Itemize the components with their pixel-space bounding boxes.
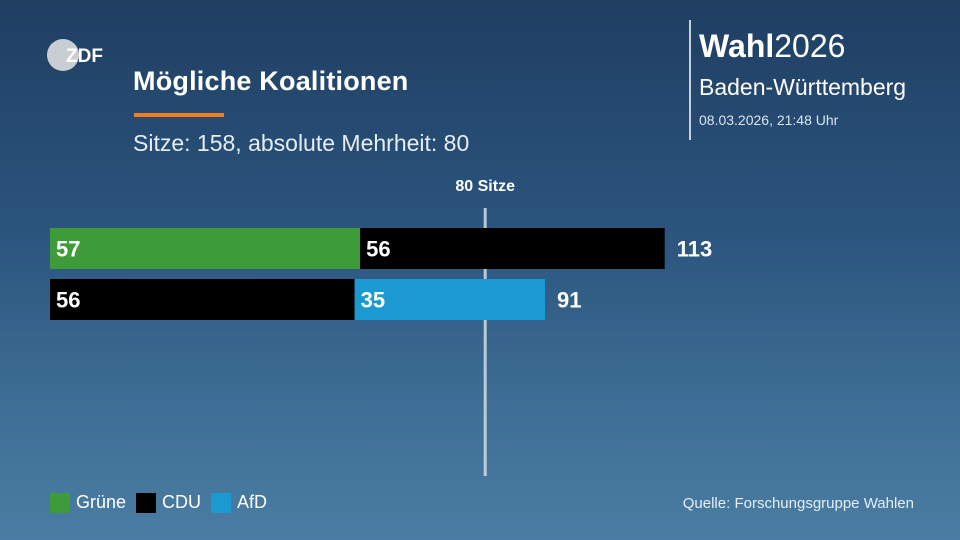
segment-value-label: 56	[366, 237, 390, 262]
majority-label: 80 Sitze	[455, 178, 515, 195]
legend-label: AfD	[237, 492, 268, 512]
chart-subtitle: Sitze: 158, absolute Mehrheit: 80	[133, 130, 470, 156]
election-title: Wahl2026	[699, 28, 845, 65]
legend-label: CDU	[162, 492, 202, 512]
election-region: Baden-Württemberg	[699, 74, 907, 100]
legend-swatch	[50, 492, 70, 513]
election-title-word: Wahl	[699, 28, 775, 64]
bar-segment-cdu	[360, 228, 665, 269]
bar-segment-cdu	[50, 279, 355, 320]
legend-item: Grüne	[50, 492, 126, 513]
legend-label: Grüne	[76, 492, 127, 512]
row-total-label: 91	[557, 288, 581, 313]
segment-value-label: 57	[56, 237, 80, 262]
legend-swatch	[211, 492, 232, 513]
bar-segment-gruene	[50, 228, 361, 269]
legend-item: CDU	[136, 492, 201, 513]
source-note: Quelle: Forschungsgruppe Wahlen	[682, 495, 914, 512]
zdf-logo: ZDF	[46, 38, 108, 72]
election-year: 2026	[774, 28, 846, 64]
legend-swatch	[136, 492, 157, 513]
header-divider	[689, 20, 691, 140]
title-underline	[134, 113, 224, 117]
row-total-label: 113	[677, 237, 713, 262]
svg-text:ZDF: ZDF	[66, 46, 103, 67]
legend-item: AfD	[211, 492, 267, 513]
chart-title: Mögliche Koalitionen	[133, 66, 409, 96]
chart-legend: Grüne CDU AfD	[50, 492, 277, 513]
bar-segment-afd	[354, 279, 546, 320]
segment-value-label: 56	[56, 288, 80, 313]
election-timestamp: 08.03.2026, 21:48 Uhr	[699, 112, 839, 128]
segment-value-label: 35	[361, 288, 385, 313]
